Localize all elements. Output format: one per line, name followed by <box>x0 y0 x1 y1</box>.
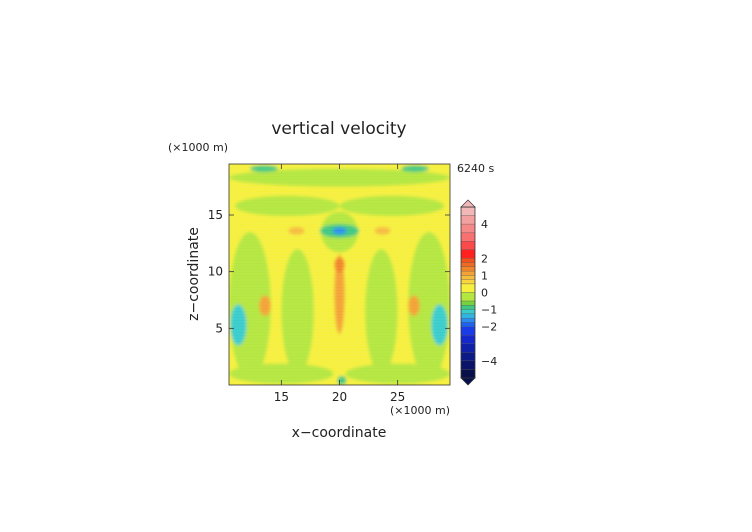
field-green-upper-arc-left <box>234 195 340 217</box>
field-green-bottom-right <box>345 363 450 384</box>
field-green-left-inner <box>281 249 314 374</box>
colorbar-band-21 <box>460 335 476 344</box>
colorbar-band-8 <box>460 266 476 272</box>
colorbar-band-15 <box>460 305 476 310</box>
colorbar-band-20 <box>460 326 476 336</box>
colorbar-band-10 <box>460 275 476 280</box>
x-tick-label-0: 15 <box>274 390 289 404</box>
colorbar-band-0 <box>460 206 476 216</box>
colorbar-tick-label-5: −2 <box>481 321 497 334</box>
field-cyan-right-lower <box>431 304 448 346</box>
colorbar: 4 2 1 0 −1 −2 −4 <box>460 199 497 386</box>
x-unit-label: (×1000 m) <box>390 404 450 417</box>
colorbar-band-7 <box>460 262 476 268</box>
field-cyan-top-right <box>401 165 430 172</box>
field-green-right-inner <box>365 249 398 374</box>
field-blue-center-upper <box>332 227 347 235</box>
colorbar-max-arrow <box>460 199 476 208</box>
colorbar-band-24 <box>460 360 476 370</box>
colorbar-band-3 <box>460 232 476 242</box>
x-tick-label-2: 25 <box>390 390 405 404</box>
y-tick-label-0: 5 <box>215 321 223 335</box>
y-unit-label: (×1000 m) <box>168 141 228 154</box>
colorbar-band-18 <box>460 317 476 323</box>
colorbar-band-5 <box>460 249 476 259</box>
field-green-bottom-left <box>229 363 334 384</box>
field-cyan-bottom-center <box>337 375 347 385</box>
y-tick-label-1: 10 <box>208 265 223 279</box>
x-axis: 15 20 25 <box>274 164 405 404</box>
colorbar-band-11 <box>460 279 476 285</box>
colorbar-tick-label-0: 4 <box>481 218 488 231</box>
y-axis-label: z−coordinate <box>186 227 202 321</box>
contour-field <box>229 164 450 385</box>
time-label: 6240 s <box>457 162 494 175</box>
field-cyan-top-left <box>249 165 278 172</box>
colorbar-min-arrow <box>460 377 476 386</box>
colorbar-band-19 <box>460 322 476 327</box>
field-green-top-band <box>229 168 450 187</box>
field-green-upper-arc-right <box>339 195 445 217</box>
field-orange-center-column <box>334 254 345 334</box>
colorbar-tick-label-1: 2 <box>481 252 488 265</box>
colorbar-band-13 <box>460 292 476 302</box>
colorbar-band-16 <box>460 309 476 315</box>
y-tick-label-2: 15 <box>208 208 223 222</box>
field-orange-right-mid <box>408 295 420 316</box>
colorbar-tick-label-3: 0 <box>481 287 488 300</box>
y-axis: 5 10 15 <box>208 208 450 335</box>
field-cyan-left-lower <box>230 304 247 346</box>
colorbar-band-2 <box>460 223 476 233</box>
colorbar-band-17 <box>460 313 476 319</box>
colorbar-tick-label-2: 1 <box>481 269 488 282</box>
field-orange-left-upper <box>288 226 305 235</box>
field-orange-left-mid <box>259 295 271 316</box>
colorbar-band-6 <box>460 258 476 263</box>
colorbar-tick-label-4: −1 <box>481 304 497 317</box>
colorbar-band-25 <box>460 369 476 379</box>
colorbar-band-22 <box>460 343 476 353</box>
colorbar-band-1 <box>460 215 476 225</box>
field-orange-right-upper <box>374 226 391 235</box>
colorbar-tick-label-6: −4 <box>481 355 497 368</box>
chart-title: vertical velocity <box>271 119 406 139</box>
colorbar-band-9 <box>460 270 476 276</box>
colorbar-band-4 <box>460 241 476 250</box>
field-orange-center-top <box>334 256 345 273</box>
x-axis-label: x−coordinate <box>292 425 387 441</box>
colorbar-band-14 <box>460 300 476 306</box>
x-tick-label-1: 20 <box>332 390 347 404</box>
colorbar-band-12 <box>460 283 476 293</box>
colorbar-band-23 <box>460 352 476 362</box>
